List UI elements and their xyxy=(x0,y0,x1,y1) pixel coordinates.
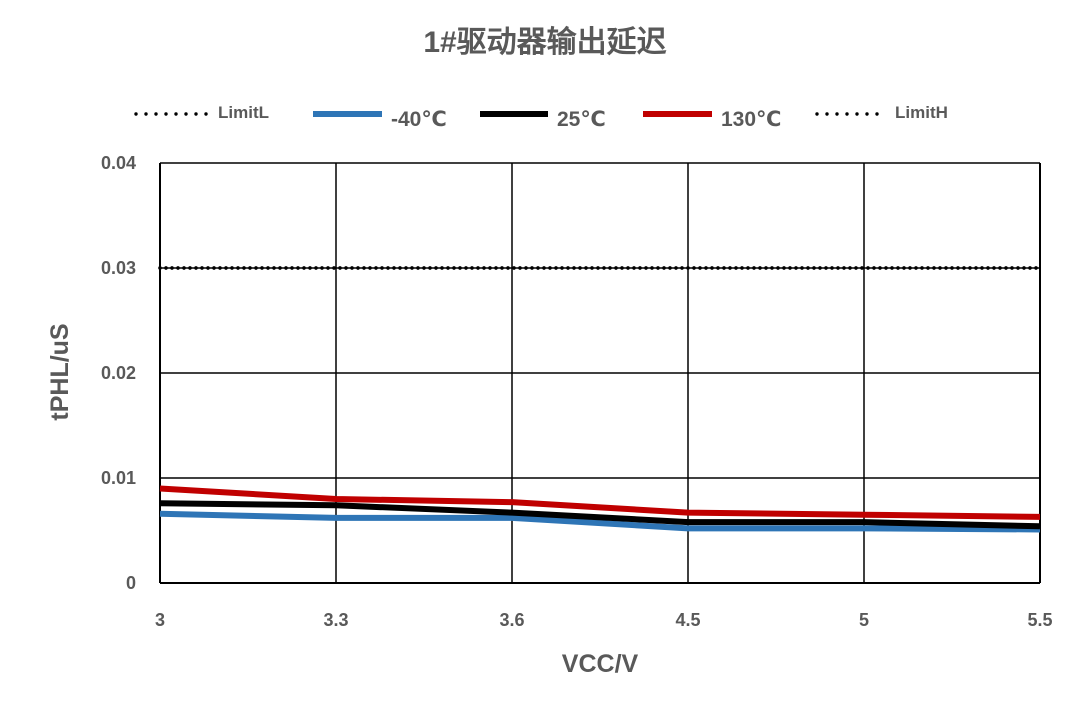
x-axis-label: VCC/V xyxy=(562,650,639,678)
x-tick-label: 3 xyxy=(155,610,165,630)
y-tick-labels: 0 0.01 0.02 0.03 0.04 xyxy=(101,153,136,593)
x-tick-label: 3.3 xyxy=(323,610,348,630)
x-tick-label: 4.5 xyxy=(675,610,700,630)
x-tick-label: 5 xyxy=(859,610,869,630)
legend: LimitL -40℃ 25℃ 130℃ LimitH xyxy=(134,103,948,131)
y-tick-label: 0.01 xyxy=(101,468,136,488)
chart-title: 1#驱动器输出延迟 xyxy=(423,26,666,59)
y-tick-label: 0 xyxy=(126,573,136,593)
series-line xyxy=(159,510,1041,533)
plot-area: 0 0.01 0.02 0.03 0.04 3 3.3 3.6 4.5 5 5.5 xyxy=(101,153,1053,630)
x-tick-label: 3.6 xyxy=(499,610,524,630)
legend-label: 130℃ xyxy=(721,108,781,131)
legend-label: LimitL xyxy=(218,103,269,122)
legend-label: LimitH xyxy=(895,103,948,122)
series-lines xyxy=(158,266,1042,533)
x-tick-label: 5.5 xyxy=(1027,610,1052,630)
legend-label: -40℃ xyxy=(391,108,447,131)
y-tick-label: 0.02 xyxy=(101,363,136,383)
legend-label: 25℃ xyxy=(557,108,606,131)
x-tick-labels: 3 3.3 3.6 4.5 5 5.5 xyxy=(155,610,1053,630)
y-tick-label: 0.04 xyxy=(101,153,136,173)
series-line xyxy=(159,485,1041,520)
series-line xyxy=(159,500,1041,530)
y-tick-label: 0.03 xyxy=(101,258,136,278)
y-axis-label: tPHL/uS xyxy=(46,323,74,420)
